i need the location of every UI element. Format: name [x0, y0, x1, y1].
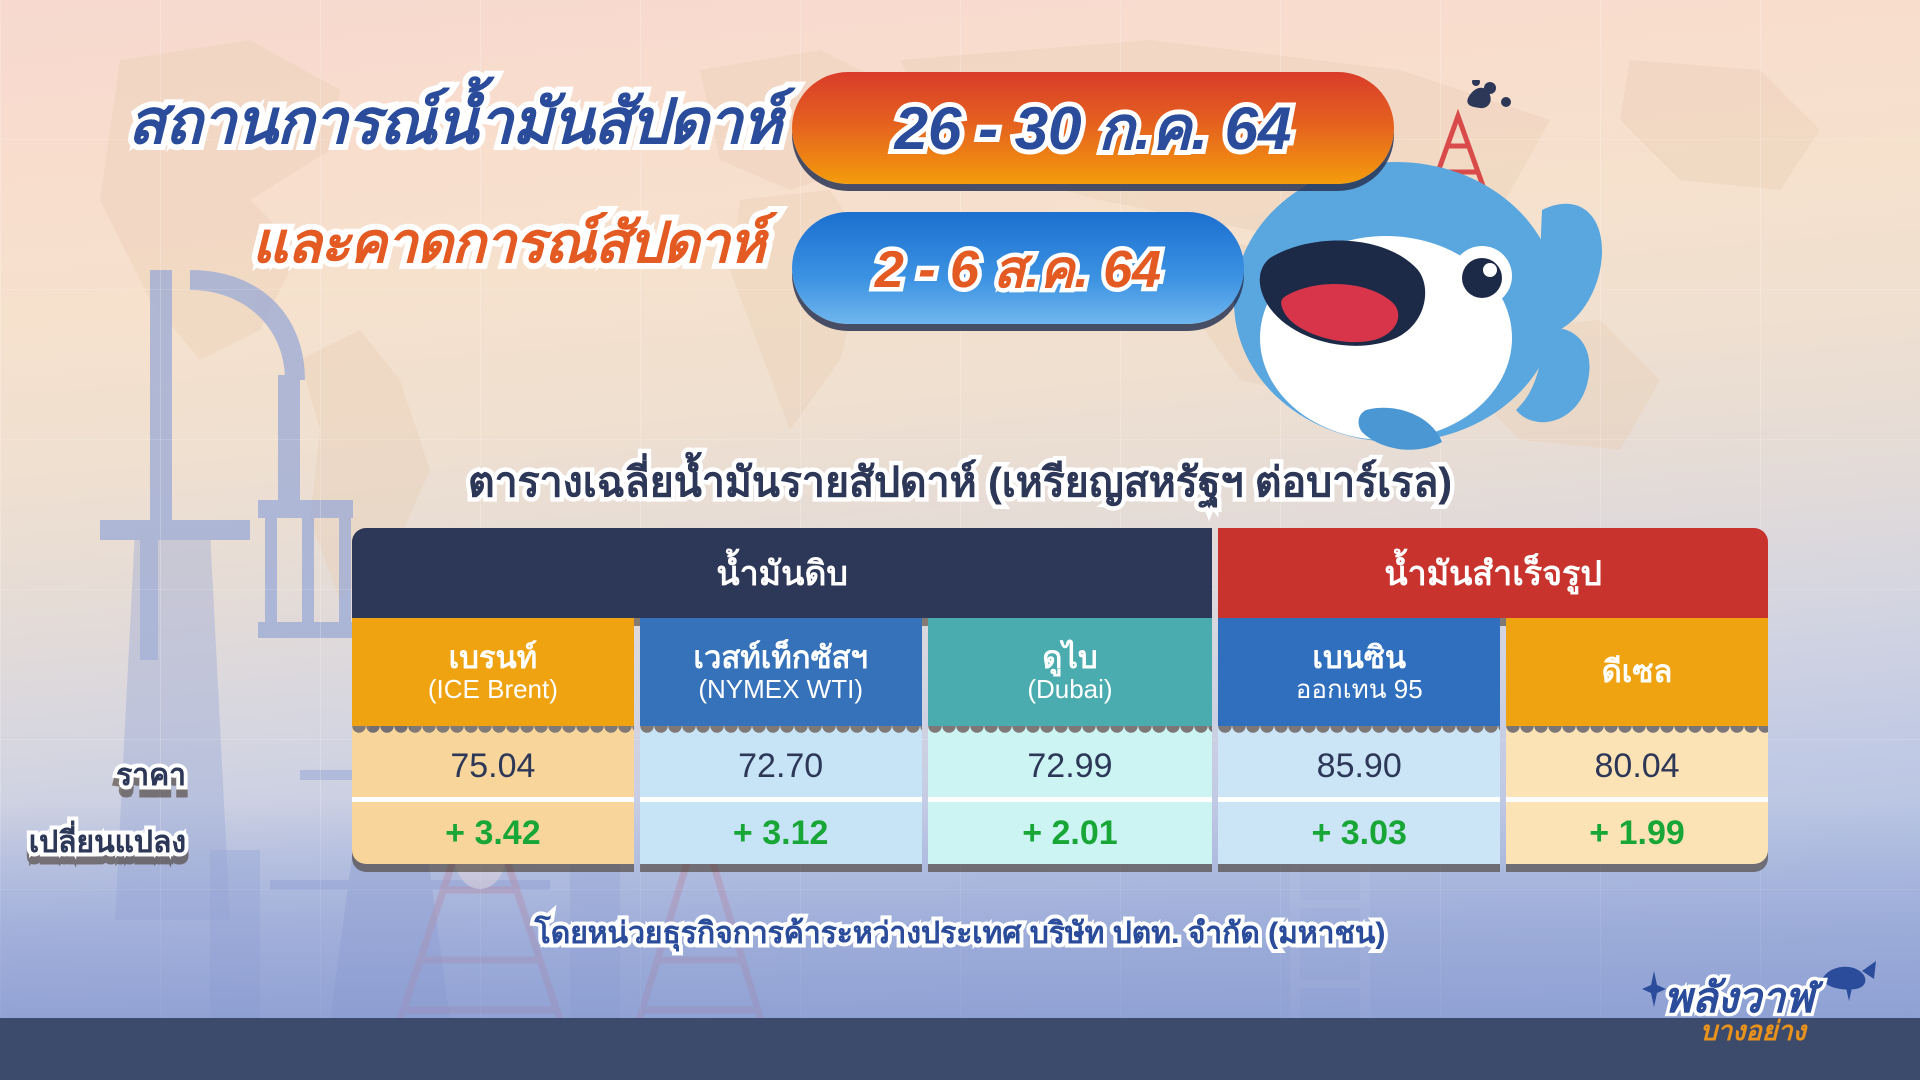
badge-forecast-week-label: 2 - 6 ส.ค. 64 — [874, 240, 1162, 299]
logo-line1-stroke: พลังวาฬ — [1661, 971, 1818, 1025]
separator-diesel — [1506, 797, 1768, 802]
sparkle-left-icon — [1642, 971, 1666, 1007]
weekly-oil-price-table: น้ำมันดิบ น้ำมันสำเร็จรูป เบรนท์ (ICE Br… — [25, 528, 1768, 864]
group-header-refined-oil: น้ำมันสำเร็จรูป — [1218, 528, 1768, 618]
cell-price-brent: 75.04 — [352, 735, 634, 797]
cell-change-brent: + 3.42 — [352, 802, 634, 864]
table-subtitle: ตารางเฉลี่ยน้ำมันรายสัปดาห์ (เหรียญสหรัฐ… — [420, 450, 1500, 515]
badge-current-week-label: 26 - 30 ก.ค. 64 — [894, 94, 1292, 162]
separator-wti — [639, 797, 922, 802]
cell-change-wti: + 3.12 — [639, 802, 922, 864]
column-header-benzine-en: ออกเทน 95 — [1295, 673, 1423, 704]
footer-source-note-text: โดยหน่วยธุรกิจการค้าระหว่างประเทศ บริษัท… — [534, 917, 1386, 950]
column-header-benzine: เบนซิน ออกเทน 95 — [1218, 618, 1501, 726]
cell-price-diesel: 80.04 — [1506, 735, 1768, 797]
table-group-header-row: น้ำมันดิบ น้ำมันสำเร็จรูป — [352, 528, 1768, 618]
brand-logo: พลังวาฬ พลังวาฬ บางอย่าง — [1640, 961, 1890, 1060]
scallop-dubai — [927, 726, 1213, 735]
cell-change-diesel: + 1.99 — [1506, 802, 1768, 864]
row-label-price: ราคา ราคา — [112, 752, 190, 799]
whale-mascot-icon — [1234, 80, 1603, 450]
footer-bar — [0, 1018, 1920, 1080]
cell-price-wti: 72.70 — [639, 735, 922, 797]
separator-benzine — [1218, 797, 1501, 802]
column-header-diesel-th: ดีเซล — [1601, 654, 1673, 690]
page-title-line2-stroke: และคาดการณ์สัปดาห์ — [246, 209, 772, 277]
footer-source-note-stroke: โดยหน่วยธุรกิจการค้าระหว่างประเทศ บริษัท… — [531, 913, 1390, 954]
separator-brent — [352, 797, 634, 802]
column-header-dubai-th: ดูไบ — [1042, 640, 1098, 676]
column-header-brent-en: (ICE Brent) — [427, 673, 558, 704]
row-label-price-text: ราคา — [116, 759, 186, 792]
scallop-wti — [639, 726, 922, 735]
scallop-benzine — [1218, 726, 1501, 735]
column-header-wti-en: (NYMEX WTI) — [698, 673, 863, 704]
cell-change-dubai: + 2.01 — [927, 802, 1213, 864]
cell-price-dubai: 72.99 — [927, 735, 1213, 797]
scallop-diesel — [1506, 726, 1768, 735]
table-row-separator — [352, 797, 1768, 802]
table-subtitle-stroke: ตารางเฉลี่ยน้ำมันรายสัปดาห์ (เหรียญสหรัฐ… — [464, 455, 1457, 510]
table-scallop-divider — [352, 726, 1768, 735]
cell-change-benzine: + 3.03 — [1218, 802, 1501, 864]
logo-line2: บางอย่าง — [1700, 1016, 1806, 1046]
table-row-price: 75.04 72.70 72.99 85.90 80.04 — [352, 735, 1768, 797]
badge-forecast-week: 2 - 6 ส.ค. 64 2 - 6 ส.ค. 64 — [792, 212, 1244, 324]
separator-dubai — [927, 797, 1213, 802]
column-header-diesel: ดีเซล — [1506, 618, 1768, 726]
page-title-line1: สถานการณ์น้ำมันสัปดาห์ — [128, 88, 782, 157]
logo-line1: พลังวาฬ — [1664, 974, 1814, 1021]
table-row-change: + 3.42 + 3.12 + 2.01 + 3.03 + 1.99 — [352, 802, 1768, 864]
column-header-dubai: ดูไบ (Dubai) — [927, 618, 1213, 726]
table-column-header-row: เบรนท์ (ICE Brent) เวสท์เท็กซัสฯ (NYMEX … — [352, 618, 1768, 726]
column-header-wti: เวสท์เท็กซัสฯ (NYMEX WTI) — [639, 618, 922, 726]
scallop-brent — [352, 726, 634, 735]
row-label-change-stroke: เปลี่ยนแปลง — [25, 822, 190, 863]
column-header-benzine-th: เบนซิน — [1312, 640, 1407, 676]
cell-price-benzine: 85.90 — [1218, 735, 1501, 797]
badge-current-week-stroke: 26 - 30 ก.ค. 64 — [890, 90, 1297, 167]
badge-current-week: 26 - 30 ก.ค. 64 26 - 30 ก.ค. 64 — [792, 72, 1394, 184]
column-header-brent: เบรนท์ (ICE Brent) — [352, 618, 634, 726]
page-title-line2: และคาดการณ์สัปดาห์ — [252, 211, 766, 274]
column-header-dubai-en: (Dubai) — [1027, 673, 1113, 704]
footer-source-note: โดยหน่วยธุรกิจการค้าระหว่างประเทศ บริษัท… — [0, 910, 1920, 957]
page-title-line1-stroke: สถานการณ์น้ำมันสัปดาห์ — [122, 86, 788, 160]
small-whale-icon — [1822, 961, 1876, 990]
row-label-change-text: เปลี่ยนแปลง — [28, 826, 186, 859]
row-label-price-stroke: ราคา — [112, 755, 190, 796]
badge-forecast-week-stroke: 2 - 6 ส.ค. 64 — [870, 236, 1165, 303]
column-header-wti-th: เวสท์เท็กซัสฯ — [693, 640, 868, 676]
column-header-brent-th: เบรนท์ — [448, 640, 538, 676]
group-header-crude-oil: น้ำมันดิบ — [352, 528, 1213, 618]
row-label-change: เปลี่ยนแปลง เปลี่ยนแปลง — [25, 819, 190, 866]
table-subtitle-label: ตารางเฉลี่ยน้ำมันรายสัปดาห์ (เหรียญสหรัฐ… — [468, 459, 1452, 505]
